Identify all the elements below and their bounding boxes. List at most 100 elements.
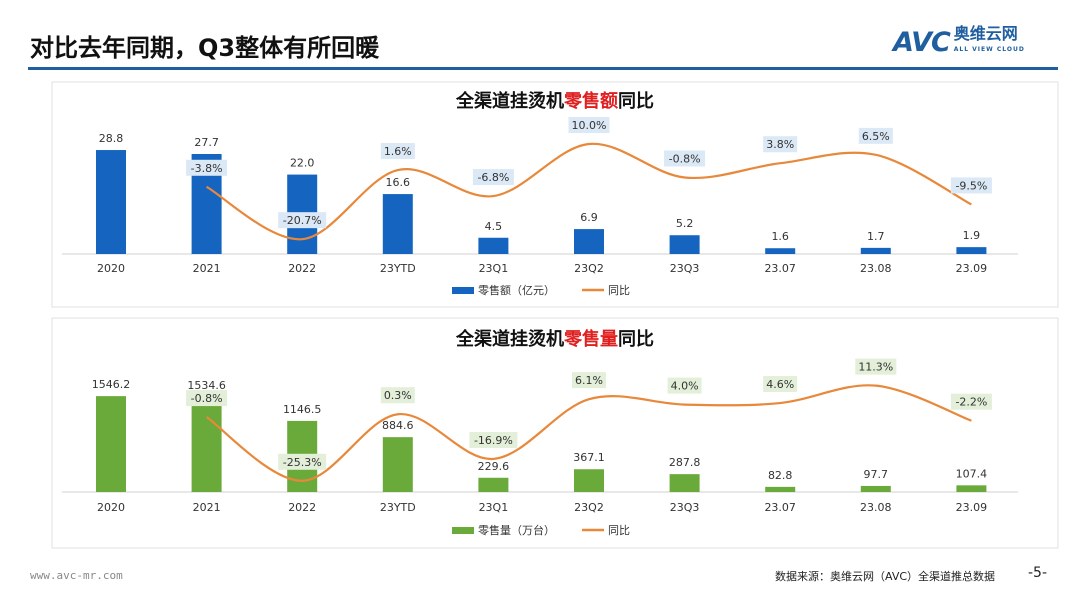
bar-value-label: 82.8 xyxy=(768,469,793,482)
yoy-label-bg xyxy=(950,177,992,194)
bar-value-label: 16.6 xyxy=(386,176,411,189)
bar xyxy=(765,248,796,254)
yoy-line xyxy=(205,384,972,482)
bar-value-label: 884.6 xyxy=(382,419,414,432)
yoy-label-bg xyxy=(664,150,706,167)
footer-url[interactable]: www.avc-mr.com xyxy=(30,569,123,582)
yoy-label: -6.8% xyxy=(477,171,509,184)
x-tick-label: 2022 xyxy=(288,501,316,514)
x-tick-label: 23Q1 xyxy=(479,262,509,275)
bar-value-label: 287.8 xyxy=(669,456,701,469)
yoy-label-bg xyxy=(278,212,327,229)
x-tick-label: 23YTD xyxy=(380,262,416,275)
yoy-label-bg xyxy=(186,159,228,176)
bar-value-label: 5.2 xyxy=(676,217,694,230)
yoy-label-bg xyxy=(278,453,327,470)
bar-value-label: 229.6 xyxy=(478,460,510,473)
page-number: -5- xyxy=(1028,565,1048,581)
legend-line-label: 同比 xyxy=(608,284,630,297)
bar-value-label: 97.7 xyxy=(864,468,889,481)
bar-value-label: 1.9 xyxy=(963,229,981,242)
bar xyxy=(956,247,987,254)
yoy-line xyxy=(206,142,972,241)
bar xyxy=(669,235,700,254)
x-tick-label: 23Q1 xyxy=(479,501,509,514)
x-tick-label: 2022 xyxy=(288,262,316,275)
legend-bar-label: 零售量（万台） xyxy=(478,523,555,537)
bar-value-label: 1.6 xyxy=(771,230,789,243)
bar xyxy=(478,237,509,254)
bar-value-label: 1534.6 xyxy=(187,379,226,392)
yoy-label: 11.3% xyxy=(858,361,893,374)
yoy-label: -3.8% xyxy=(191,162,223,175)
yoy-label: -25.3% xyxy=(283,456,322,469)
chart-title: 全渠道挂烫机零售额同比 xyxy=(455,90,654,112)
yoy-label-bg xyxy=(950,393,992,410)
yoy-label-bg xyxy=(380,143,415,160)
x-tick-label: 23.07 xyxy=(764,262,796,275)
x-tick-label: 23Q2 xyxy=(574,501,604,514)
bar xyxy=(478,477,509,492)
x-tick-label: 2020 xyxy=(97,262,125,275)
yoy-label: -0.8% xyxy=(669,152,701,165)
x-tick-label: 23.07 xyxy=(764,501,796,514)
legend-bar-swatch xyxy=(452,527,474,534)
bar-value-label: 22.0 xyxy=(290,157,315,170)
x-tick-label: 23Q3 xyxy=(670,262,700,275)
bar-value-label: 107.4 xyxy=(956,467,988,480)
logo-en: ALL VIEW CLOUD xyxy=(953,46,1025,53)
yoy-label: 3.8% xyxy=(766,138,794,151)
bar-value-label: 1546.2 xyxy=(92,378,131,391)
yoy-label-bg xyxy=(667,377,702,394)
title-rule xyxy=(28,67,1058,70)
bar xyxy=(574,469,604,492)
bar xyxy=(860,485,891,492)
bar xyxy=(382,194,413,254)
bar-value-label: 1146.5 xyxy=(283,403,322,416)
yoy-label-bg xyxy=(763,376,798,393)
x-tick-label: 2020 xyxy=(97,501,125,514)
legend-bar-label: 零售额（亿元） xyxy=(478,283,555,297)
yoy-label: -2.2% xyxy=(955,396,987,409)
logo-text: AVC xyxy=(893,26,951,58)
yoy-label: -0.8% xyxy=(191,392,223,405)
yoy-label: 6.5% xyxy=(862,130,890,143)
bar-value-label: 6.9 xyxy=(580,211,598,224)
x-tick-label: 23Q2 xyxy=(574,262,604,275)
yoy-label: 4.6% xyxy=(766,378,794,391)
x-tick-label: 2021 xyxy=(193,262,221,275)
yoy-label-bg xyxy=(572,372,606,389)
yoy-label: 1.6% xyxy=(384,145,412,158)
yoy-label-bg xyxy=(568,117,610,133)
footer-source: 数据来源：奥维云网（AVC）全渠道推总数据 xyxy=(775,570,996,583)
yoy-label: -9.5% xyxy=(955,179,987,192)
chart-1: 全渠道挂烫机零售额同比 2020 28.8 2021 27.7 2022 22.0 23YTD… xyxy=(51,81,1059,308)
avc-logo: AVC 奥维云网 ALL VIEW CLOUD xyxy=(893,26,1025,58)
bar-value-label: 367.1 xyxy=(573,451,605,464)
x-tick-label: 2021 xyxy=(193,501,221,514)
chart-title: 全渠道挂烫机零售量同比 xyxy=(455,328,654,350)
yoy-label: -20.7% xyxy=(283,214,322,227)
bar xyxy=(956,485,987,492)
yoy-label: 10.0% xyxy=(572,119,607,132)
bar xyxy=(860,247,891,254)
bar xyxy=(191,396,222,492)
bar xyxy=(574,229,604,254)
x-tick-label: 23.09 xyxy=(956,501,988,514)
yoy-label-bg xyxy=(472,169,514,186)
bar-value-label: 27.7 xyxy=(194,136,219,149)
x-tick-label: 23Q3 xyxy=(670,501,700,514)
chart-2: 全渠道挂烫机零售量同比 2020 1546.2 2021 1534.6 2022 1146.… xyxy=(51,317,1059,549)
yoy-label-bg xyxy=(858,127,893,144)
x-tick-label: 23.09 xyxy=(956,262,988,275)
logo-cn: 奥维云网 xyxy=(953,24,1018,43)
bar xyxy=(382,437,413,492)
bar-value-label: 4.5 xyxy=(485,220,503,233)
x-tick-label: 23.08 xyxy=(860,262,892,275)
bar xyxy=(96,150,126,254)
x-tick-label: 23.08 xyxy=(860,501,892,514)
yoy-label-bg xyxy=(763,136,798,153)
yoy-label-bg xyxy=(469,431,518,448)
bar xyxy=(765,486,796,492)
